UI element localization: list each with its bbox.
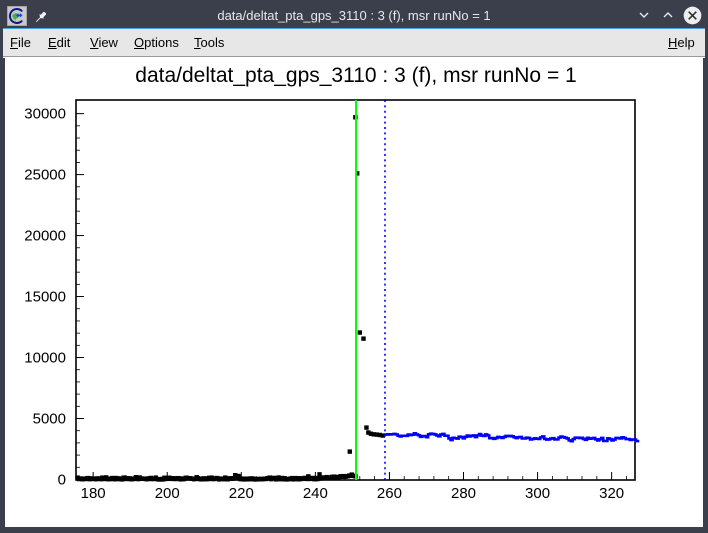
svg-text:240: 240 (303, 485, 328, 502)
svg-text:30000: 30000 (24, 106, 66, 123)
svg-text:10000: 10000 (24, 350, 66, 367)
svg-text:220: 220 (229, 485, 254, 502)
svg-text:15000: 15000 (24, 289, 66, 306)
svg-text:180: 180 (81, 485, 106, 502)
svg-text:25000: 25000 (24, 167, 66, 184)
svg-text:0: 0 (58, 471, 66, 488)
svg-text:20000: 20000 (24, 228, 66, 245)
svg-text:200: 200 (155, 485, 180, 502)
svg-text:300: 300 (525, 485, 550, 502)
svg-text:320: 320 (599, 485, 624, 502)
svg-text:280: 280 (451, 485, 476, 502)
svg-text:260: 260 (377, 485, 402, 502)
svg-text:5000: 5000 (33, 411, 66, 428)
